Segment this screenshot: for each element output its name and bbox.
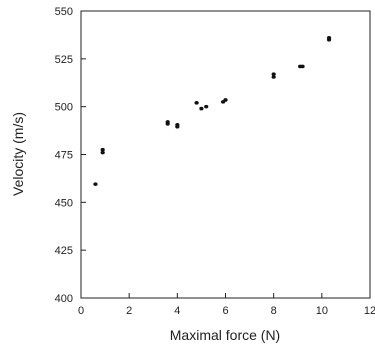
x-tick-label: 8 (271, 305, 277, 317)
y-tick-label: 525 (55, 54, 73, 66)
data-point (93, 182, 98, 186)
x-tick-label: 6 (222, 305, 228, 317)
data-point (175, 123, 180, 127)
data-point (326, 35, 332, 40)
y-axis-ticks: 400 425 450 475 500 525 550 (55, 6, 86, 305)
x-tick-label: 0 (78, 305, 84, 317)
data-point (199, 106, 204, 111)
data-point (204, 104, 209, 109)
data-point (271, 72, 276, 76)
data-point (165, 120, 170, 124)
data-point (100, 150, 105, 155)
data-point (194, 101, 199, 105)
x-axis-ticks: 0 2 4 6 8 10 12 (78, 293, 375, 317)
data-point (223, 98, 228, 102)
y-tick-label: 500 (55, 102, 73, 114)
x-tick-label: 4 (174, 305, 180, 317)
data-point (100, 147, 105, 152)
data-points (93, 35, 332, 186)
y-axis-title: Velocity (m/s) (10, 112, 26, 196)
y-tick-label: 475 (55, 150, 73, 162)
y-tick-label: 450 (55, 197, 73, 209)
data-point (271, 75, 276, 79)
x-tick-label: 10 (316, 305, 328, 317)
x-axis-title: Maximal force (N) (170, 327, 280, 343)
x-tick-label: 12 (364, 305, 375, 317)
y-tick-label: 550 (55, 6, 73, 18)
plot-area (80, 10, 371, 299)
x-tick-label: 2 (126, 305, 132, 317)
data-point (300, 64, 305, 69)
y-tick-label: 400 (55, 293, 73, 305)
y-tick-label: 425 (55, 245, 73, 257)
